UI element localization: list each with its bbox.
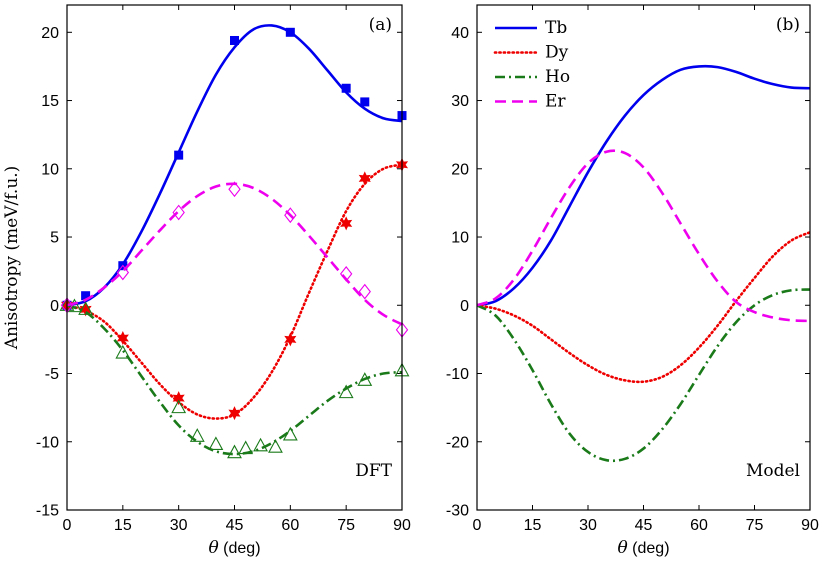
- panel-label: (a): [369, 15, 392, 35]
- data-point-dy: [284, 332, 297, 347]
- y-tick-label: 0: [460, 298, 469, 315]
- data-point-ho: [115, 344, 131, 359]
- legend-label-dy: Dy: [545, 43, 569, 63]
- series-line-er: [477, 149, 810, 323]
- data-point-tb: [360, 97, 370, 107]
- series-line-tb: [477, 64, 810, 307]
- x-axis-label: θ (deg): [617, 538, 669, 558]
- series-line-tb: [67, 24, 402, 307]
- x-tick-label: 45: [226, 517, 244, 534]
- series-line-dy: [477, 230, 810, 384]
- x-tick-label: 60: [690, 517, 708, 534]
- x-tick-label: 90: [801, 517, 819, 534]
- data-point-er: [116, 264, 130, 281]
- series-line-dy: [67, 163, 402, 420]
- y-tick-label: 5: [50, 230, 59, 247]
- x-tick-label: 30: [579, 517, 597, 534]
- x-axis-unit: (deg): [628, 540, 670, 557]
- y-tick-label: -10: [36, 434, 59, 451]
- data-point-er: [339, 265, 353, 282]
- x-tick-label: 75: [337, 517, 355, 534]
- legend-label-er: Er: [545, 92, 566, 112]
- x-tick-label: 60: [281, 517, 299, 534]
- y-tick-label: 40: [451, 25, 469, 42]
- data-point-ho: [189, 428, 205, 442]
- annotation: Model: [746, 461, 800, 481]
- data-point-dy: [172, 391, 185, 406]
- y-tick-label: -30: [446, 503, 469, 520]
- data-point-tb: [341, 83, 351, 93]
- y-tick-label: 20: [41, 25, 59, 42]
- data-point-er: [228, 181, 241, 198]
- y-tick-label: 10: [451, 230, 469, 247]
- x-axis-symbol: θ: [208, 538, 218, 558]
- legend-label-ho: Ho: [545, 67, 570, 87]
- data-point-dy: [228, 406, 241, 421]
- legend: Tb Dy Ho Er: [493, 18, 570, 112]
- data-point-er: [358, 283, 371, 300]
- markers-ho: [59, 297, 410, 459]
- y-tick-label: 10: [41, 161, 59, 178]
- markers-tb: [62, 27, 407, 310]
- data-point-dy: [340, 216, 353, 231]
- plot-frame: [66, 4, 403, 511]
- panel-label: (b): [776, 15, 800, 35]
- y-tick-label: 0: [50, 298, 59, 315]
- data-point-ho: [357, 372, 373, 386]
- x-tick-label: 75: [746, 517, 764, 534]
- data-point-ho: [282, 426, 298, 441]
- data-point-ho: [268, 439, 283, 453]
- data-point-dy: [358, 171, 371, 186]
- data-point-er: [284, 207, 297, 224]
- markers-er: [60, 181, 409, 338]
- data-point-tb: [81, 291, 91, 301]
- y-tick-label: 20: [451, 161, 469, 178]
- data-point-ho: [253, 437, 268, 452]
- y-tick-label: -10: [446, 366, 469, 383]
- x-tick-label: 0: [473, 517, 482, 534]
- data-point-ho: [238, 440, 254, 455]
- data-point-ho: [208, 436, 224, 451]
- data-point-ho: [227, 444, 242, 459]
- data-point-ho: [67, 298, 82, 313]
- data-point-er: [172, 204, 185, 221]
- y-tick-label: 15: [41, 93, 59, 110]
- data-point-ho: [338, 384, 354, 399]
- series-line-ho: [67, 304, 402, 456]
- x-tick-label: 15: [114, 517, 132, 534]
- x-tick-label: 90: [393, 517, 411, 534]
- x-tick-label: 30: [170, 517, 188, 534]
- panel-b: 0 15 30 45 60 75 90 -30 -20 -10 0 10 20 30 40 (b) Model θ…: [446, 4, 819, 558]
- x-axis-symbol: θ: [617, 538, 627, 558]
- plot-frame: [476, 4, 811, 511]
- data-point-dy: [79, 302, 92, 317]
- series-line-ho: [477, 288, 810, 463]
- data-point-tb: [285, 27, 295, 37]
- y-tick-label: -15: [36, 503, 59, 520]
- data-point-tb: [174, 150, 184, 160]
- data-point-ho: [78, 301, 94, 315]
- x-tick-label: 45: [635, 517, 653, 534]
- annotation: DFT: [355, 461, 392, 481]
- y-tick-label: 30: [451, 93, 469, 110]
- x-tick-label: 15: [524, 517, 542, 534]
- data-point-tb: [230, 35, 239, 45]
- data-point-ho: [171, 399, 187, 414]
- legend-label-tb: Tb: [545, 18, 567, 38]
- y-tick-label: -5: [45, 366, 59, 383]
- y-tick-label: -20: [446, 434, 469, 451]
- x-tick-label: 0: [63, 517, 72, 534]
- panel-a: 0 15 30 45 60 75 90 -15 -10 -5 0 5 10 15 20 (a) DFT θ (de…: [2, 4, 411, 558]
- data-point-dy: [116, 331, 129, 346]
- y-axis-label: Anisotropy (meV/f.u.): [2, 166, 22, 351]
- x-axis-unit: (deg): [219, 540, 261, 557]
- x-axis-label: θ (deg): [208, 538, 260, 558]
- series-line-er: [67, 182, 402, 326]
